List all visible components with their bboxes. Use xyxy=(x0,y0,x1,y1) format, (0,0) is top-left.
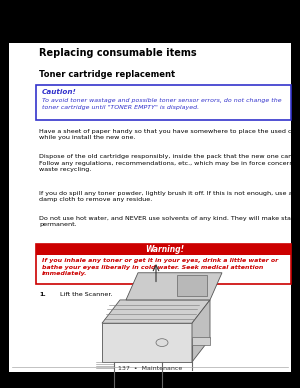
Text: Lift the Scanner.: Lift the Scanner. xyxy=(60,292,112,297)
Bar xyxy=(36,85,291,120)
Text: To avoid toner wastage and possible toner sensor errors, do not change the
toner: To avoid toner wastage and possible tone… xyxy=(42,98,282,109)
Text: Caution!: Caution! xyxy=(42,89,77,95)
Bar xyxy=(36,244,291,255)
Text: 1.: 1. xyxy=(39,292,46,297)
Bar xyxy=(192,337,210,345)
Bar xyxy=(177,275,207,296)
Polygon shape xyxy=(102,300,210,323)
Text: Dispose of the old cartridge responsibly, inside the pack that the new one came : Dispose of the old cartridge responsibly… xyxy=(39,154,300,172)
Text: Toner cartridge replacement: Toner cartridge replacement xyxy=(39,70,175,79)
Bar xyxy=(9,43,291,372)
Polygon shape xyxy=(102,323,192,362)
Text: If you inhale any toner or get it in your eyes, drink a little water or
bathe yo: If you inhale any toner or get it in you… xyxy=(42,258,278,276)
Text: Warning!: Warning! xyxy=(146,244,184,254)
Text: Replacing consumable items: Replacing consumable items xyxy=(39,48,196,59)
Text: Have a sheet of paper handy so that you have somewhere to place the used cartrid: Have a sheet of paper handy so that you … xyxy=(39,129,300,140)
Ellipse shape xyxy=(156,339,168,346)
Text: Do not use hot water, and NEVER use solvents of any kind. They will make stains
: Do not use hot water, and NEVER use solv… xyxy=(39,216,300,227)
Text: If you do spill any toner powder, lightly brush it off. If this is not enough, u: If you do spill any toner powder, lightl… xyxy=(39,191,300,202)
Polygon shape xyxy=(192,300,210,362)
Polygon shape xyxy=(126,273,222,300)
Text: 137  •  Maintenance: 137 • Maintenance xyxy=(118,366,182,371)
Bar xyxy=(36,244,291,284)
